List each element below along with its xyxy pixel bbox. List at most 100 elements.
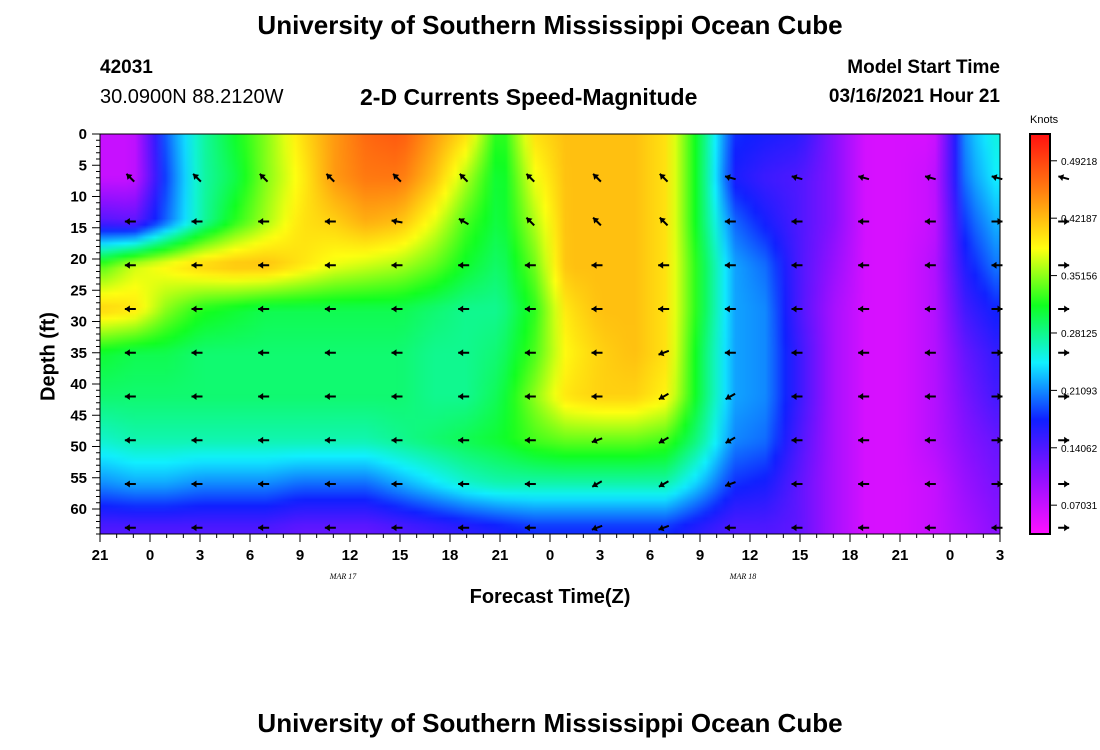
vector-arrow <box>991 480 1003 488</box>
vector-arrow <box>791 524 803 532</box>
vector-arrow <box>524 261 536 269</box>
vector-arrow <box>724 261 736 269</box>
x-tick-label: 6 <box>646 547 654 564</box>
vector-arrow <box>1058 393 1070 400</box>
vector-arrow <box>991 305 1003 313</box>
vector-arrow <box>458 524 470 532</box>
x-tick-label: 6 <box>246 547 254 564</box>
vector-arrow <box>524 393 536 400</box>
y-tick-label: 25 <box>70 282 87 299</box>
vector-arrow <box>724 218 736 225</box>
y-tick-label: 0 <box>79 126 87 143</box>
vector-arrow <box>791 393 803 400</box>
vector-arrow <box>991 174 1003 182</box>
vector-arrow <box>724 349 736 357</box>
x-tick-label: 3 <box>196 547 204 564</box>
footer-title: University of Southern Mississippi Ocean… <box>257 708 843 738</box>
vector-arrow <box>324 349 336 357</box>
vector-arrow <box>324 393 336 400</box>
vector-arrow <box>924 393 936 400</box>
x-axis-label: Forecast Time(Z) <box>469 586 631 608</box>
vector-arrow <box>924 261 936 269</box>
vector-arrow <box>458 480 470 488</box>
vector-arrow <box>391 261 403 269</box>
colorbar-tick-label: 0.14062 <box>1061 444 1098 455</box>
y-tick-label: 60 <box>70 501 87 518</box>
vector-arrow <box>391 524 403 532</box>
heatmap-image <box>100 134 1000 534</box>
vector-arrow <box>124 436 136 444</box>
vector-arrow <box>124 349 136 357</box>
vector-arrow <box>591 524 603 532</box>
vector-arrow <box>191 349 203 357</box>
vector-arrow <box>124 218 136 225</box>
main-title: University of Southern Mississippi Ocean… <box>257 10 843 40</box>
vector-arrow <box>258 261 270 269</box>
x-tick-label: 3 <box>596 547 604 564</box>
vector-arrow <box>525 216 535 227</box>
vector-arrow <box>791 305 803 313</box>
vector-arrow <box>991 436 1003 444</box>
x-tick-label: 0 <box>946 547 954 564</box>
vector-arrow <box>924 174 936 182</box>
vector-arrow <box>124 480 136 488</box>
vector-arrow <box>991 261 1003 269</box>
vector-arrow <box>858 480 870 488</box>
vector-arrow <box>258 349 270 357</box>
y-tick-label: 45 <box>70 407 87 424</box>
vector-arrow <box>192 173 202 183</box>
vector-arrow <box>524 349 536 357</box>
vector-arrow <box>1058 480 1070 488</box>
vector-arrow <box>724 174 736 182</box>
vector-arrow <box>858 393 870 400</box>
vector-arrow <box>924 305 936 313</box>
colorbar-tick-label: 0.28125 <box>1061 329 1098 340</box>
vector-arrow <box>1058 305 1070 313</box>
station-coordinates: 30.0900N 88.2120W <box>100 86 284 108</box>
y-tick-label: 5 <box>79 157 87 174</box>
x-tick-label: 0 <box>146 547 154 564</box>
vector-arrow <box>191 305 203 313</box>
vector-arrow <box>1058 174 1070 182</box>
colorbar-unit: Knots <box>1030 114 1059 126</box>
vector-arrow <box>924 218 936 225</box>
vector-arrow <box>191 524 203 532</box>
vector-arrow <box>458 393 470 400</box>
vector-arrow <box>258 436 270 444</box>
x-tick-label: 9 <box>696 547 704 564</box>
chart-subtitle: 2-D Currents Speed-Magnitude <box>360 84 698 110</box>
vector-arrow <box>325 173 335 183</box>
vector-arrow <box>324 305 336 313</box>
x-tick-label: 3 <box>996 547 1004 564</box>
vector-arrow <box>591 349 603 357</box>
vector-arrow <box>991 524 1003 532</box>
vector-arrow <box>991 349 1003 357</box>
y-tick-label: 15 <box>70 220 87 237</box>
vector-arrow <box>858 174 870 182</box>
vector-arrow <box>524 305 536 313</box>
vector-arrow <box>191 480 203 488</box>
vector-arrow <box>1058 218 1070 225</box>
y-tick-label: 50 <box>70 439 87 456</box>
vector-arrow <box>124 261 136 269</box>
vector-arrow <box>591 305 603 313</box>
vector-arrow <box>924 436 936 444</box>
vector-arrow <box>324 261 336 269</box>
vector-arrow <box>524 524 536 532</box>
vector-arrow <box>791 261 803 269</box>
vector-arrow <box>791 349 803 357</box>
vector-arrow <box>324 480 336 488</box>
vector-arrow <box>124 524 136 532</box>
vector-arrow <box>858 218 870 225</box>
x-tick-label: 18 <box>442 547 459 564</box>
vector-arrow <box>124 305 136 313</box>
vector-arrow <box>991 393 1003 400</box>
vector-arrow <box>391 436 403 444</box>
vector-arrow <box>458 261 470 269</box>
vector-arrow <box>658 480 669 488</box>
vector-arrow <box>592 216 602 227</box>
vector-arrow <box>1058 524 1070 532</box>
x-tick-label: 9 <box>296 547 304 564</box>
vector-arrow <box>724 305 736 313</box>
vector-arrow <box>191 218 203 225</box>
